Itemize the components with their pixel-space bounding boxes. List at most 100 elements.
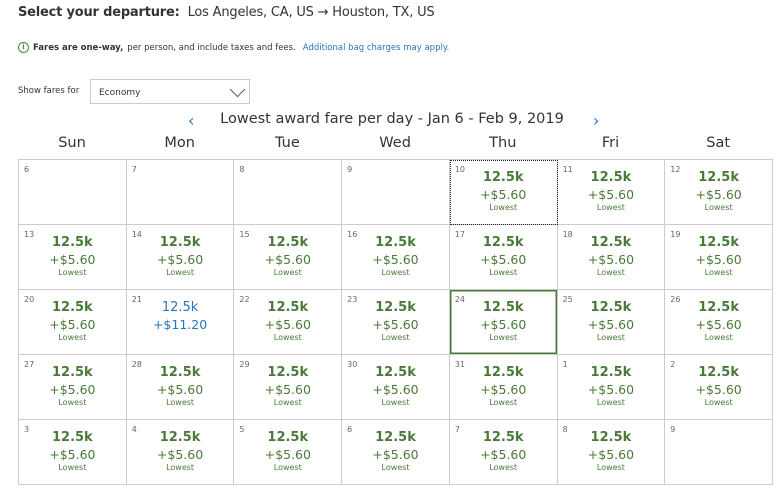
day-cell[interactable]: 12 12.5k +$5.60 Lowest [665, 160, 773, 225]
day-cell[interactable]: 5 12.5k +$5.60 Lowest [234, 420, 343, 485]
lowest-label: Lowest [166, 463, 195, 472]
day-cell[interactable]: 11 12.5k +$5.60 Lowest [557, 160, 666, 225]
lowest-label: Lowest [273, 268, 302, 277]
fare: 12.5k +$5.60 Lowest [450, 300, 557, 343]
day-cell[interactable]: 3 12.5k +$5.60 Lowest [19, 420, 127, 485]
day-cell[interactable]: 17 12.5k +$5.60 Lowest [449, 225, 558, 290]
taxes: +$5.60 [372, 382, 419, 397]
lowest-label: Lowest [166, 398, 195, 407]
day-cell[interactable]: 6 12.5k +$5.60 Lowest [342, 420, 450, 485]
day-cell[interactable]: 8 12.5k +$5.60 Lowest [557, 420, 666, 485]
day-cell[interactable]: 15 12.5k +$5.60 Lowest [234, 225, 343, 290]
fare: 12.5k +$5.60 Lowest [234, 300, 341, 343]
fare: 12.5k +$5.60 Lowest [234, 365, 341, 408]
day-cell[interactable]: 18 12.5k +$5.60 Lowest [557, 225, 666, 290]
lowest-label: Lowest [381, 268, 410, 277]
day-cell[interactable]: 2 12.5k +$5.60 Lowest [665, 355, 773, 420]
lowest-label: Lowest [704, 333, 733, 342]
taxes: +$5.60 [695, 317, 742, 332]
taxes: +$5.60 [372, 447, 419, 462]
day-cell: 9 [665, 420, 773, 485]
fare: 12.5k +$5.60 Lowest [450, 170, 557, 213]
day-number: 17 [454, 230, 466, 239]
miles: 12.5k [590, 170, 632, 185]
lowest-label: Lowest [381, 333, 410, 342]
day-cell[interactable]: 14 12.5k +$5.60 Lowest [126, 225, 235, 290]
day-cell[interactable]: 20 12.5k +$5.60 Lowest [19, 290, 127, 355]
day-cell[interactable]: 13 12.5k +$5.60 Lowest [19, 225, 127, 290]
day-cell[interactable]: 26 12.5k +$5.60 Lowest [665, 290, 773, 355]
fare: 12.5k +$5.60 Lowest [127, 430, 234, 473]
miles: 12.5k [590, 300, 632, 315]
day-number: 20 [24, 295, 35, 304]
day-cell[interactable]: 25 12.5k +$5.60 Lowest [557, 290, 666, 355]
taxes: +$5.60 [264, 447, 311, 462]
prev-month-button[interactable]: ‹ [188, 111, 195, 130]
fare-class-select[interactable]: Economy [90, 79, 250, 104]
day-cell[interactable]: 22 12.5k +$5.60 Lowest [234, 290, 343, 355]
day-cell[interactable]: 16 12.5k +$5.60 Lowest [342, 225, 450, 290]
taxes: +$5.60 [587, 447, 635, 462]
day-cell: 7 [126, 160, 235, 225]
fare: 12.5k +$5.60 Lowest [342, 365, 449, 408]
notice-text: per person, and include taxes and fees. [127, 42, 296, 53]
day-cell[interactable]: 29 12.5k +$5.60 Lowest [234, 355, 343, 420]
lowest-label: Lowest [489, 333, 518, 342]
next-month-button[interactable]: › [593, 111, 600, 130]
fare: 12.5k +$5.60 Lowest [558, 235, 665, 278]
day-cell[interactable]: 1 12.5k +$5.60 Lowest [557, 355, 666, 420]
miles: 12.5k [51, 235, 93, 250]
taxes: +$5.60 [480, 447, 527, 462]
day-cell[interactable]: 10 12.5k +$5.60 Lowest [449, 160, 558, 225]
day-number: 16 [347, 230, 358, 239]
lowest-label: Lowest [596, 398, 625, 407]
miles: 12.5k [159, 430, 201, 445]
fare: 12.5k +$5.60 Lowest [558, 170, 665, 213]
taxes: +$5.60 [49, 447, 96, 462]
lowest-label: Lowest [58, 333, 87, 342]
weekday-header: Wed [379, 135, 411, 151]
fare: 12.5k +$5.60 Lowest [450, 235, 557, 278]
miles: 12.5k [698, 235, 739, 250]
day-cell[interactable]: 23 12.5k +$5.60 Lowest [342, 290, 450, 355]
fare: 12.5k +$5.60 Lowest [558, 365, 665, 408]
miles: 12.5k [375, 300, 416, 315]
day-cell[interactable]: 7 12.5k +$5.60 Lowest [449, 420, 558, 485]
taxes: +$5.60 [264, 382, 311, 397]
route: Los Angeles, CA, US → Houston, TX, US [187, 5, 435, 20]
lowest-label: Lowest [596, 463, 625, 472]
day-cell[interactable]: 4 12.5k +$5.60 Lowest [126, 420, 235, 485]
day-cell[interactable]: 28 12.5k +$5.60 Lowest [126, 355, 235, 420]
fare: 12.5k +$5.60 Lowest [19, 300, 126, 343]
day-cell[interactable]: 24 12.5k +$5.60 Lowest [449, 290, 558, 355]
miles: 12.5k [590, 430, 632, 445]
weekday-header: Mon [164, 135, 195, 151]
day-number: 24 [454, 295, 466, 304]
day-number: 25 [562, 295, 573, 304]
day-number: 1 [562, 360, 568, 369]
taxes: +$5.60 [695, 382, 742, 397]
miles: 12.5k [590, 235, 632, 250]
chevron-down-icon [229, 81, 246, 98]
day-cell[interactable]: 21 12.5k +$11.20 [126, 290, 235, 355]
miles: 12.5k [267, 235, 309, 250]
fare: 12.5k +$5.60 Lowest [450, 430, 557, 473]
bag-charges-link[interactable]: Additional bag charges may apply. [302, 42, 450, 53]
day-number: 31 [454, 360, 466, 369]
miles: 12.5k [590, 365, 632, 380]
lowest-label: Lowest [58, 268, 87, 277]
lowest-label: Lowest [704, 398, 733, 407]
day-cell[interactable]: 27 12.5k +$5.60 Lowest [19, 355, 127, 420]
day-cell[interactable]: 30 12.5k +$5.60 Lowest [342, 355, 450, 420]
lowest-label: Lowest [596, 268, 625, 277]
day-number: 11 [562, 165, 573, 174]
day-cell[interactable]: 19 12.5k +$5.60 Lowest [665, 225, 773, 290]
day-number: 6 [347, 425, 353, 434]
day-number: 8 [562, 425, 568, 434]
day-cell[interactable]: 31 12.5k +$5.60 Lowest [449, 355, 558, 420]
taxes: +$5.60 [372, 252, 419, 267]
weekday-header: Sun [58, 135, 86, 151]
fare: 12.5k +$5.60 Lowest [558, 430, 665, 473]
lowest-label: Lowest [273, 398, 302, 407]
fare: 12.5k +$5.60 Lowest [342, 235, 449, 278]
